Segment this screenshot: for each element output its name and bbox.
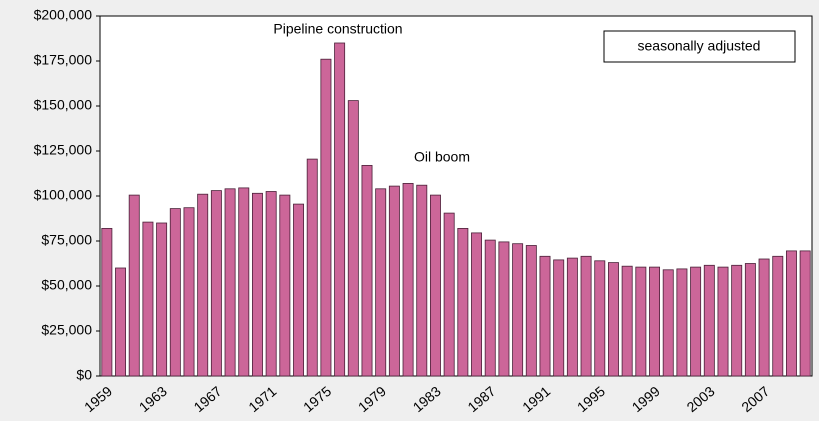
bar — [169, 208, 181, 377]
bar — [224, 188, 236, 377]
y-tick-label: $0 — [76, 367, 92, 383]
bar — [471, 232, 483, 377]
bar — [457, 227, 469, 377]
y-tick-label: $125,000 — [34, 142, 93, 158]
bar — [347, 100, 359, 377]
bar — [388, 185, 400, 377]
y-tick-label: $50,000 — [41, 277, 92, 293]
bar — [635, 266, 647, 377]
bar — [498, 241, 510, 377]
bar — [799, 250, 811, 377]
bar — [361, 164, 373, 377]
bar — [183, 207, 195, 377]
bar — [785, 250, 797, 377]
bar — [101, 227, 113, 377]
y-tick-label: $175,000 — [34, 52, 93, 68]
bar — [402, 182, 414, 377]
note: seasonally adjusted — [638, 38, 761, 54]
bar — [553, 259, 565, 377]
bar — [320, 58, 332, 377]
bar — [293, 203, 305, 377]
annotation: Pipeline construction — [273, 21, 402, 37]
bar — [197, 193, 209, 377]
bar — [416, 184, 428, 377]
bar — [621, 265, 633, 377]
bar — [429, 194, 441, 377]
bar — [375, 188, 387, 377]
bar — [238, 187, 250, 377]
bar — [717, 266, 729, 377]
bar — [772, 255, 784, 377]
bar — [690, 266, 702, 377]
bar — [580, 255, 592, 377]
y-tick-label: $100,000 — [34, 187, 93, 203]
bar — [758, 258, 770, 377]
bar — [265, 191, 277, 377]
bar — [142, 221, 154, 377]
bar — [334, 42, 346, 377]
bar — [703, 264, 715, 377]
bar — [594, 260, 606, 377]
bar — [525, 245, 537, 377]
bar — [251, 192, 263, 377]
y-tick-label: $200,000 — [34, 7, 93, 23]
bar — [566, 257, 578, 377]
bar — [156, 222, 168, 377]
bar — [115, 267, 127, 377]
annotation: Oil boom — [414, 149, 470, 165]
bar — [649, 266, 661, 377]
bar — [607, 262, 619, 377]
bar — [128, 194, 140, 377]
bar — [539, 255, 551, 377]
y-tick-label: $150,000 — [34, 97, 93, 113]
bar — [744, 263, 756, 377]
bar — [662, 269, 674, 377]
bar — [210, 190, 222, 377]
bar — [279, 194, 291, 377]
bar — [306, 158, 318, 377]
note-box — [603, 30, 796, 63]
bar — [484, 239, 496, 377]
y-tick-label: $75,000 — [41, 232, 92, 248]
bar — [512, 243, 524, 377]
bar — [443, 212, 455, 377]
y-tick-label: $25,000 — [41, 322, 92, 338]
bar — [676, 268, 688, 377]
bar — [731, 264, 743, 377]
